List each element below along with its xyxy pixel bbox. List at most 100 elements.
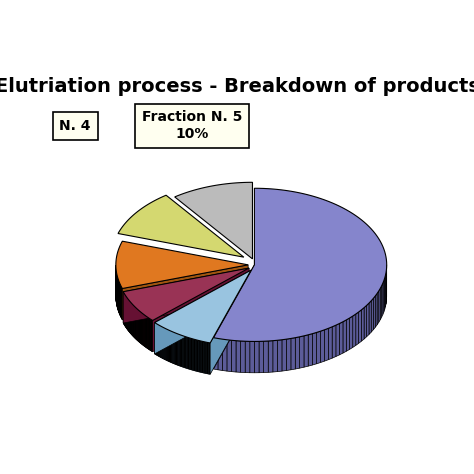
Polygon shape	[194, 339, 195, 371]
Polygon shape	[199, 340, 200, 372]
Polygon shape	[168, 330, 169, 362]
Polygon shape	[268, 341, 273, 373]
Polygon shape	[179, 335, 180, 366]
Polygon shape	[180, 335, 181, 366]
Polygon shape	[164, 328, 165, 360]
Polygon shape	[377, 291, 379, 325]
Polygon shape	[379, 289, 380, 322]
Polygon shape	[374, 296, 375, 330]
Polygon shape	[291, 337, 295, 370]
Polygon shape	[259, 341, 264, 373]
Polygon shape	[382, 283, 383, 317]
Polygon shape	[190, 338, 191, 370]
Polygon shape	[155, 270, 251, 354]
Polygon shape	[195, 339, 196, 371]
Polygon shape	[312, 332, 317, 365]
Polygon shape	[175, 182, 253, 259]
Polygon shape	[181, 335, 182, 367]
Polygon shape	[227, 340, 231, 372]
Polygon shape	[206, 342, 207, 374]
Polygon shape	[320, 330, 325, 363]
Polygon shape	[197, 340, 198, 372]
Polygon shape	[192, 339, 193, 370]
Polygon shape	[202, 341, 203, 373]
Polygon shape	[241, 341, 245, 373]
Polygon shape	[186, 337, 187, 368]
Polygon shape	[359, 310, 362, 343]
Polygon shape	[325, 328, 328, 361]
Polygon shape	[369, 301, 371, 335]
Polygon shape	[177, 334, 178, 365]
Polygon shape	[384, 278, 385, 312]
Text: Fraction N. 5
10%: Fraction N. 5 10%	[142, 110, 242, 141]
Polygon shape	[178, 334, 179, 365]
Polygon shape	[209, 343, 210, 374]
Polygon shape	[172, 332, 173, 363]
Polygon shape	[371, 299, 374, 332]
Polygon shape	[346, 318, 349, 351]
Polygon shape	[218, 338, 222, 371]
Polygon shape	[250, 341, 255, 373]
Polygon shape	[222, 339, 227, 371]
Polygon shape	[183, 336, 184, 367]
Polygon shape	[116, 241, 248, 289]
Polygon shape	[200, 341, 201, 372]
Polygon shape	[176, 333, 177, 365]
Polygon shape	[213, 188, 387, 341]
Polygon shape	[208, 343, 209, 374]
Polygon shape	[118, 195, 244, 257]
Polygon shape	[182, 336, 183, 367]
Polygon shape	[364, 305, 366, 339]
Polygon shape	[336, 324, 339, 356]
Polygon shape	[304, 335, 308, 367]
Polygon shape	[203, 342, 204, 373]
Polygon shape	[205, 342, 206, 374]
Polygon shape	[264, 341, 268, 373]
Polygon shape	[185, 337, 186, 368]
Polygon shape	[166, 329, 167, 361]
Polygon shape	[191, 338, 192, 370]
Polygon shape	[187, 337, 188, 369]
Polygon shape	[198, 340, 199, 372]
Text: N. 4: N. 4	[59, 118, 91, 133]
Polygon shape	[255, 341, 259, 373]
Polygon shape	[162, 327, 163, 358]
Polygon shape	[349, 316, 353, 349]
Polygon shape	[207, 342, 208, 374]
Polygon shape	[170, 331, 171, 362]
Polygon shape	[286, 338, 291, 371]
Polygon shape	[300, 336, 304, 368]
Polygon shape	[385, 273, 386, 307]
Text: Elutriation process - Breakdown of products: Elutriation process - Breakdown of produ…	[0, 77, 474, 96]
Polygon shape	[201, 341, 202, 373]
Polygon shape	[308, 334, 312, 366]
Polygon shape	[184, 337, 185, 368]
Polygon shape	[169, 330, 170, 362]
Polygon shape	[366, 303, 369, 337]
Polygon shape	[210, 270, 251, 374]
Polygon shape	[356, 312, 359, 346]
Polygon shape	[295, 337, 300, 369]
Polygon shape	[193, 339, 194, 371]
Polygon shape	[161, 327, 162, 358]
Polygon shape	[167, 329, 168, 361]
Polygon shape	[375, 293, 377, 328]
Polygon shape	[213, 265, 255, 369]
Polygon shape	[213, 337, 218, 370]
Polygon shape	[123, 268, 249, 320]
Polygon shape	[189, 338, 190, 369]
Polygon shape	[380, 286, 382, 320]
Polygon shape	[174, 333, 175, 364]
Polygon shape	[343, 320, 346, 353]
Polygon shape	[160, 326, 161, 357]
Polygon shape	[163, 328, 164, 359]
Polygon shape	[165, 328, 166, 360]
Polygon shape	[277, 340, 282, 372]
Polygon shape	[353, 314, 356, 347]
Polygon shape	[362, 308, 364, 341]
Polygon shape	[204, 342, 205, 374]
Polygon shape	[328, 327, 332, 360]
Polygon shape	[159, 325, 160, 357]
Polygon shape	[173, 332, 174, 364]
Polygon shape	[332, 325, 336, 358]
